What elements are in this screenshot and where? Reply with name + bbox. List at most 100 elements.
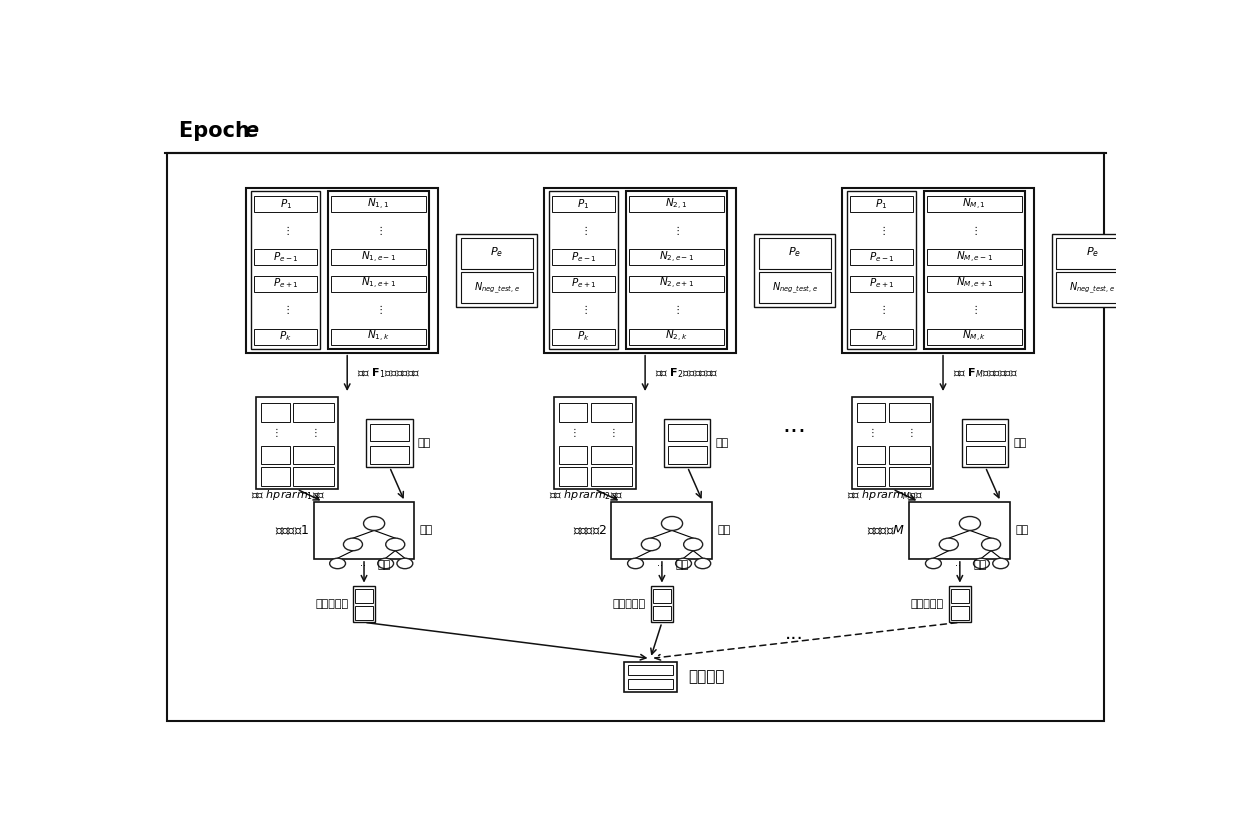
Text: $P_{e+1}$: $P_{e+1}$ (570, 277, 596, 290)
Bar (951, 606, 968, 620)
Bar (544, 188, 737, 353)
Bar (294, 467, 334, 486)
Bar (857, 446, 885, 465)
Bar (591, 446, 631, 465)
Bar (255, 397, 337, 489)
Text: $P_e$: $P_e$ (1086, 245, 1099, 259)
Bar (260, 403, 289, 422)
Text: $P_{e+1}$: $P_{e+1}$ (273, 277, 299, 290)
Bar (624, 662, 677, 692)
Bar (651, 586, 673, 622)
Circle shape (925, 558, 941, 569)
Text: $N_{2,e-1}$: $N_{2,e-1}$ (658, 250, 694, 265)
Text: 预测概率值: 预测概率值 (911, 599, 944, 609)
Text: ..: .. (360, 559, 366, 569)
Text: 输入: 输入 (1013, 438, 1027, 448)
Text: $\vdots$: $\vdots$ (878, 303, 885, 316)
Text: $N_{M,k}$: $N_{M,k}$ (962, 329, 986, 344)
Bar (355, 606, 373, 620)
Bar (849, 196, 913, 213)
Bar (554, 397, 636, 489)
Text: $N_{M,1}$: $N_{M,1}$ (962, 197, 986, 212)
Text: $\vdots$: $\vdots$ (905, 426, 913, 439)
Bar (857, 467, 885, 486)
Text: 弱学习器$\mathit{1}$: 弱学习器$\mathit{1}$ (275, 524, 309, 537)
Bar (665, 419, 711, 467)
Bar (652, 589, 671, 602)
Bar (558, 467, 588, 486)
Text: $P_{e-1}$: $P_{e-1}$ (869, 250, 894, 264)
Text: $P_e$: $P_e$ (490, 245, 503, 259)
Circle shape (330, 558, 346, 569)
Text: $N_{neg\_test,e}$: $N_{neg\_test,e}$ (474, 281, 520, 296)
Bar (754, 234, 836, 307)
Text: 输入: 输入 (418, 438, 430, 448)
Bar (1052, 234, 1133, 307)
Text: ..: .. (657, 559, 663, 569)
Circle shape (363, 517, 384, 531)
Bar (371, 447, 409, 464)
Bar (842, 188, 1034, 353)
Bar (926, 250, 1022, 265)
Text: $\vdots$: $\vdots$ (281, 303, 289, 316)
Bar (629, 329, 724, 344)
Text: 输出: 输出 (378, 560, 391, 570)
Text: 使用 $hprarm_M$训练: 使用 $hprarm_M$训练 (847, 489, 923, 503)
Bar (367, 419, 413, 467)
Text: $P_1$: $P_1$ (279, 197, 291, 211)
Text: 输出: 输出 (717, 526, 730, 536)
Text: 使用 $hprarm_1$训练: 使用 $hprarm_1$训练 (250, 489, 326, 503)
Text: 输出: 输出 (973, 560, 987, 570)
Text: $N_{1,e+1}$: $N_{1,e+1}$ (361, 276, 396, 291)
Text: $N_{M,e+1}$: $N_{M,e+1}$ (956, 276, 993, 291)
Bar (849, 276, 913, 292)
Bar (314, 502, 414, 559)
Bar (926, 196, 1022, 213)
Bar (652, 606, 671, 620)
Text: $P_k$: $P_k$ (279, 330, 293, 343)
Text: $P_k$: $P_k$ (578, 330, 590, 343)
Bar (558, 446, 588, 465)
Bar (552, 329, 615, 344)
Text: ···: ··· (785, 630, 804, 649)
Text: $\vdots$: $\vdots$ (281, 224, 289, 237)
Bar (591, 403, 631, 422)
Text: $\vdots$: $\vdots$ (580, 224, 588, 237)
Text: 弱学习器$M$: 弱学习器$M$ (867, 524, 905, 537)
Text: $P_{e-1}$: $P_{e-1}$ (273, 250, 299, 264)
Text: 输入: 输入 (715, 438, 729, 448)
Bar (327, 191, 429, 349)
Text: 水平拼接: 水平拼接 (688, 669, 725, 685)
Text: $N_{1,1}$: $N_{1,1}$ (367, 197, 389, 212)
Bar (629, 250, 724, 265)
Bar (254, 250, 317, 265)
Text: $P_{e-1}$: $P_{e-1}$ (570, 250, 596, 264)
Bar (611, 502, 712, 559)
Text: $P_e$: $P_e$ (787, 245, 801, 259)
Text: Epoch: Epoch (179, 121, 257, 141)
Circle shape (960, 517, 981, 531)
Text: $N_{neg\_test,e}$: $N_{neg\_test,e}$ (771, 281, 817, 296)
Circle shape (939, 538, 959, 550)
Text: 预测概率值: 预测概率值 (613, 599, 646, 609)
Text: $P_1$: $P_1$ (578, 197, 590, 211)
Text: 使用 $hprarm_2$训练: 使用 $hprarm_2$训练 (549, 489, 624, 503)
Text: $N_{1,e-1}$: $N_{1,e-1}$ (361, 250, 396, 265)
Bar (353, 586, 374, 622)
Bar (889, 446, 930, 465)
Bar (166, 152, 1105, 721)
Text: 基于 $\mathbf{F}_1$进行特征选择: 基于 $\mathbf{F}_1$进行特征选择 (357, 367, 420, 380)
Bar (460, 272, 533, 303)
Bar (1056, 237, 1128, 269)
Text: ···: ··· (782, 420, 806, 444)
Text: 基于 $\mathbf{F}_2$进行特征选择: 基于 $\mathbf{F}_2$进行特征选择 (655, 367, 718, 380)
Text: 弱学习器$2$: 弱学习器$2$ (573, 524, 606, 537)
Bar (254, 196, 317, 213)
Bar (966, 424, 1004, 441)
Bar (254, 276, 317, 292)
Text: 输出: 输出 (1016, 526, 1028, 536)
Bar (966, 447, 1004, 464)
Bar (371, 424, 409, 441)
Text: e: e (244, 121, 258, 141)
Text: $N_{1,k}$: $N_{1,k}$ (367, 329, 389, 344)
